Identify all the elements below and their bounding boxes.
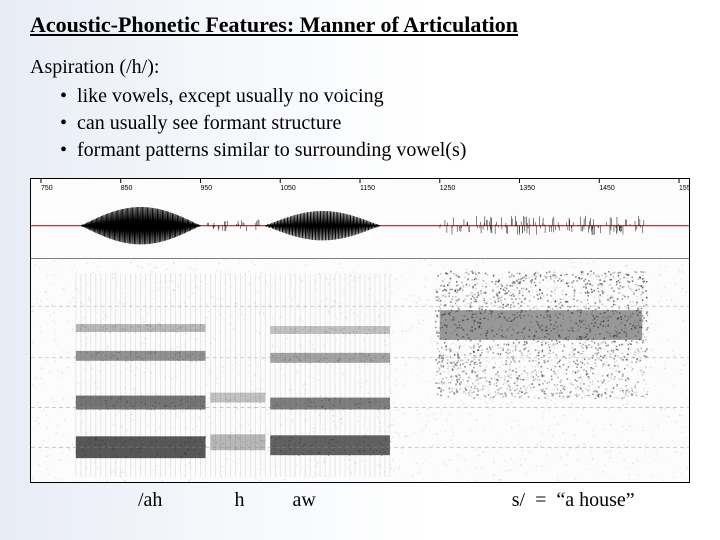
equals-sign: = (535, 489, 546, 512)
svg-text:850: 850 (121, 185, 133, 192)
svg-text:1350: 1350 (520, 185, 536, 192)
segment-label: aw (292, 489, 315, 512)
svg-text:1050: 1050 (280, 185, 296, 192)
bullet-item: can usually see formant structure (60, 110, 690, 137)
section-subtitle: Aspiration (/h/): (30, 56, 690, 79)
svg-text:750: 750 (41, 185, 53, 192)
segment-label: s/ (512, 489, 525, 512)
svg-text:1250: 1250 (440, 185, 456, 192)
bullet-list: like vowels, except usually no voicing c… (30, 83, 690, 164)
phonetic-transcription: /ah h aw s/ = “a house” (30, 489, 690, 512)
svg-text:1150: 1150 (360, 185, 375, 192)
segment-label: /ah (138, 489, 162, 512)
svg-text:1550: 1550 (679, 185, 689, 192)
bullet-item: formant patterns similar to surrounding … (60, 137, 690, 164)
bullet-item: like vowels, except usually no voicing (60, 83, 690, 110)
svg-text:950: 950 (200, 185, 212, 192)
svg-text:1450: 1450 (599, 185, 615, 192)
gloss-text: “a house” (556, 489, 634, 512)
spectrogram-figure: 750 850 950 1050 1150 1250 1350 1450 1550 (30, 178, 690, 483)
page-title: Acoustic-Phonetic Features: Manner of Ar… (30, 12, 690, 38)
segment-label: h (234, 489, 244, 512)
